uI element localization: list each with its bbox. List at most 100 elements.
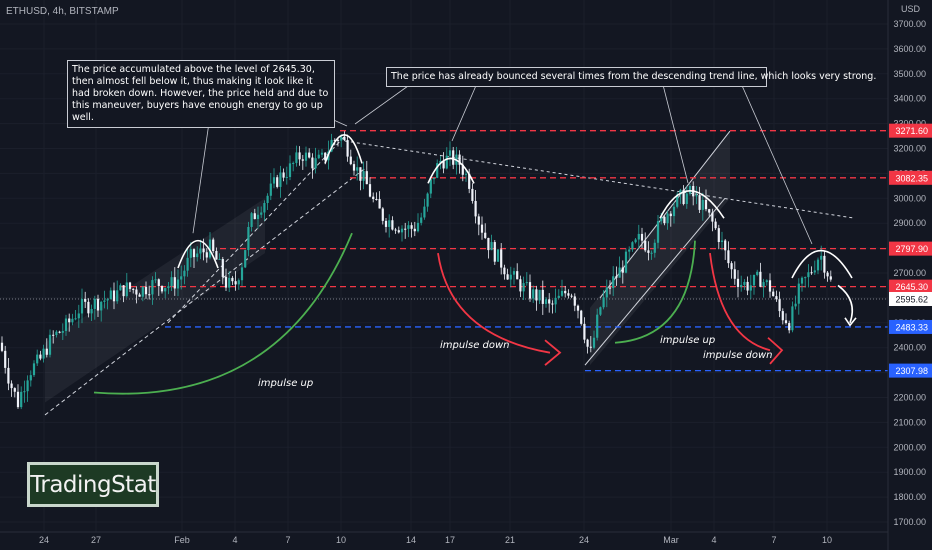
candle-body bbox=[621, 267, 624, 273]
candle-body bbox=[759, 271, 762, 287]
candle-body bbox=[90, 308, 93, 314]
candle-body bbox=[458, 154, 461, 165]
x-tick-label: 14 bbox=[406, 535, 416, 545]
candle-body bbox=[720, 240, 724, 243]
candle-body bbox=[64, 318, 68, 331]
candle-body bbox=[714, 221, 717, 229]
candle-body bbox=[151, 280, 154, 295]
candle-body bbox=[749, 285, 752, 291]
top-arc bbox=[791, 250, 853, 279]
candle-body bbox=[701, 199, 704, 210]
candle-body bbox=[384, 220, 388, 227]
candle-body bbox=[208, 239, 212, 258]
candle-body bbox=[202, 248, 205, 253]
candle-body bbox=[128, 282, 132, 289]
y-tick-label: 3500.00 bbox=[893, 69, 926, 79]
candle-body bbox=[570, 295, 573, 297]
x-tick-label: Feb bbox=[174, 535, 190, 545]
candle-body bbox=[368, 184, 372, 197]
candle-body bbox=[772, 291, 775, 297]
candle-body bbox=[244, 250, 247, 268]
candle-body bbox=[240, 267, 244, 281]
level-price-label: 2483.33 bbox=[895, 322, 928, 332]
candle-body bbox=[141, 286, 144, 297]
candle-body bbox=[20, 391, 23, 408]
level-price-box bbox=[889, 363, 932, 378]
candle-body bbox=[781, 311, 784, 321]
candle-body bbox=[768, 280, 772, 292]
level-price-label: 3271.60 bbox=[895, 126, 928, 136]
candle-body bbox=[397, 230, 400, 233]
candle-body bbox=[61, 330, 64, 333]
candle-body bbox=[167, 286, 170, 289]
candle-body bbox=[340, 136, 343, 141]
candle-body bbox=[32, 363, 36, 376]
candle-body bbox=[426, 193, 429, 207]
tradingstat-logo: TradingStat bbox=[27, 462, 159, 507]
candle-body bbox=[762, 282, 765, 287]
candle-body bbox=[87, 301, 90, 314]
candle-body bbox=[260, 212, 263, 215]
impulse-down-arrow bbox=[544, 339, 562, 366]
channel-fill bbox=[45, 198, 265, 403]
candle-body bbox=[612, 276, 615, 288]
candle-body bbox=[311, 157, 314, 169]
candle-body bbox=[186, 257, 189, 271]
candle-body bbox=[676, 194, 679, 207]
y-axis: 3700.00 3600.00 3500.00 3400.00 3300.00 3200.… bbox=[887, 0, 932, 550]
candle-body bbox=[36, 354, 39, 364]
candle-body bbox=[125, 282, 128, 297]
candle-body bbox=[778, 299, 781, 312]
projection-arrow bbox=[837, 284, 854, 324]
candle-body bbox=[704, 199, 708, 210]
candle-body bbox=[740, 284, 743, 287]
candle-body bbox=[727, 250, 730, 264]
candle-body bbox=[266, 195, 269, 203]
candle-body bbox=[404, 228, 407, 230]
candle-body bbox=[596, 314, 599, 338]
candle-body bbox=[74, 318, 77, 320]
candle-body bbox=[292, 162, 295, 164]
candle-body bbox=[452, 150, 455, 165]
candle-body bbox=[391, 220, 394, 230]
candle-body bbox=[304, 152, 308, 161]
candle-body bbox=[717, 228, 720, 243]
candle-body bbox=[388, 220, 391, 227]
candle-body bbox=[45, 348, 48, 355]
candle-body bbox=[0, 342, 4, 351]
candle-body bbox=[660, 216, 663, 222]
candle-body bbox=[308, 152, 311, 158]
level-price-box bbox=[889, 241, 932, 256]
candle-body bbox=[471, 188, 474, 201]
channel-line-lower-2 bbox=[584, 197, 726, 366]
candle-body bbox=[320, 152, 324, 155]
candle-body bbox=[13, 388, 16, 392]
candle-body bbox=[205, 252, 208, 258]
candle-body bbox=[176, 279, 180, 289]
impulse-up-curve bbox=[93, 232, 353, 395]
candle-body bbox=[132, 288, 135, 290]
candle-body bbox=[554, 297, 557, 305]
candle-body bbox=[199, 248, 202, 254]
candle-body bbox=[157, 279, 160, 287]
candle-body bbox=[672, 206, 676, 217]
candle-body bbox=[477, 216, 480, 225]
candle-body bbox=[148, 294, 151, 296]
level-price-label: 2307.98 bbox=[895, 366, 928, 376]
level-price-label: 2595.62 bbox=[895, 294, 928, 304]
candle-body bbox=[557, 295, 560, 298]
top-arc bbox=[177, 239, 219, 269]
level-price-box bbox=[889, 279, 932, 294]
candle-body bbox=[829, 276, 832, 280]
top-arc bbox=[659, 190, 725, 219]
candle-body bbox=[52, 334, 55, 336]
candle-body bbox=[407, 225, 410, 229]
channel-line-lower bbox=[44, 168, 366, 416]
candle-body bbox=[509, 274, 512, 280]
x-tick-label: 21 bbox=[505, 535, 515, 545]
note-accumulation: The price accumulated above the level of… bbox=[67, 60, 335, 128]
descending-trendline bbox=[344, 140, 856, 219]
candle-body bbox=[295, 152, 298, 163]
candle-body bbox=[39, 354, 42, 359]
